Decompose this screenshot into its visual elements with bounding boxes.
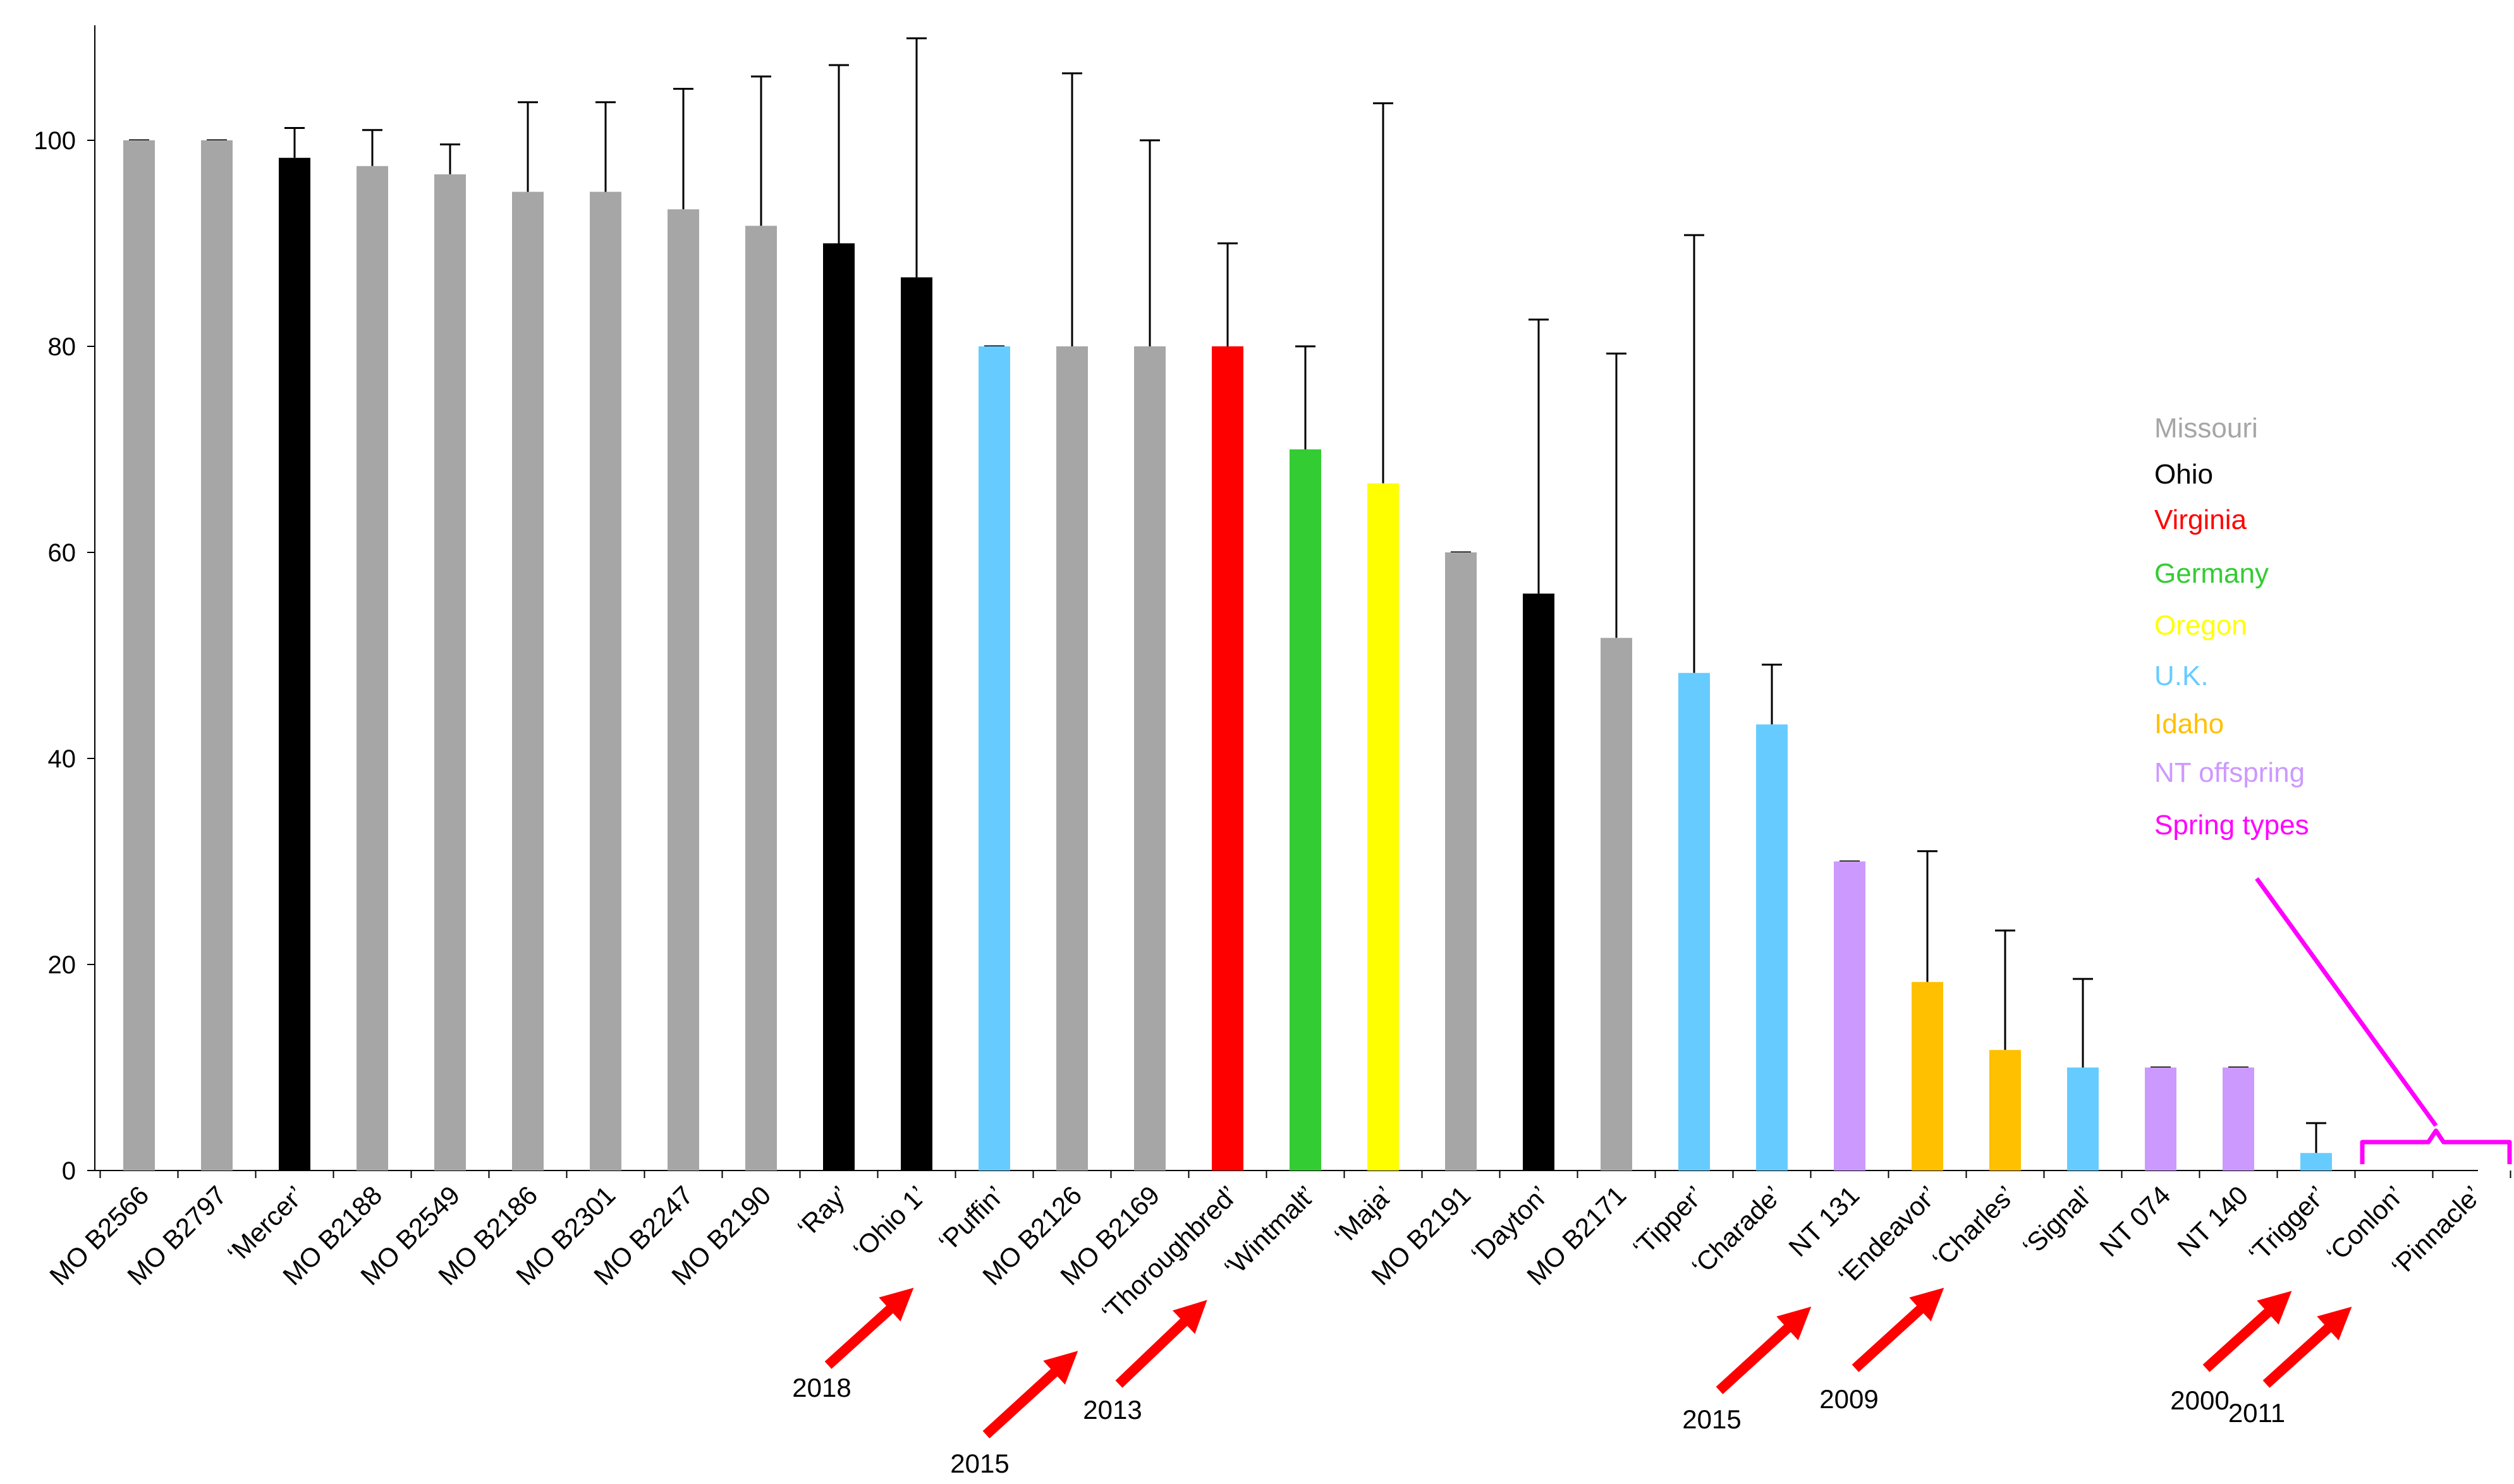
release-arrow	[1716, 1306, 1812, 1394]
release-year-label: 2011	[2228, 1398, 2285, 1428]
bars	[123, 140, 2332, 1171]
release-year-label: 2015	[950, 1449, 1009, 1478]
bar	[2067, 1067, 2099, 1171]
release-arrow	[1115, 1299, 1207, 1388]
bar	[1912, 982, 1943, 1171]
legend-item: Spring types	[2154, 810, 2309, 841]
release-arrow	[824, 1287, 914, 1369]
bar	[201, 140, 233, 1171]
bar	[357, 166, 388, 1171]
legend: Missouri Ohio Virginia Germany Oregon U.K. Ida…	[2154, 413, 2512, 1164]
bar	[823, 243, 855, 1171]
category-label: ‘Thoroughbred’	[1095, 1180, 1243, 1327]
legend-item: Virginia	[2154, 504, 2247, 535]
legend-item: Oregon	[2154, 610, 2247, 641]
y-tick-label: 60	[48, 539, 76, 567]
category-label: ‘Charles’	[1927, 1180, 2021, 1274]
bar	[1834, 861, 1865, 1171]
category-label: ‘Signal’	[2017, 1180, 2098, 1262]
category-label: ‘Ray’	[791, 1180, 854, 1243]
bar	[1756, 724, 1788, 1171]
release-arrow	[982, 1351, 1078, 1438]
bar	[1134, 346, 1166, 1171]
release-year-label: 2009	[1819, 1384, 1878, 1414]
legend-item: Ohio	[2154, 459, 2213, 490]
legend-item: U.K.	[2154, 660, 2209, 691]
release-arrow	[2262, 1306, 2352, 1388]
category-label: ‘Puffin’	[933, 1180, 1010, 1257]
y-tick-label: 20	[48, 951, 76, 979]
spring-types-pointer-line	[2255, 877, 2438, 1128]
axes: 0 20 40 60 80 100	[34, 25, 2511, 1185]
bar	[1212, 346, 1243, 1171]
bar	[1678, 672, 1710, 1171]
bar	[1056, 346, 1088, 1171]
bar	[1367, 483, 1399, 1171]
bar	[2223, 1067, 2254, 1171]
bar	[1290, 449, 1321, 1171]
y-tick-label: 80	[48, 333, 76, 361]
bar	[512, 192, 544, 1171]
category-label: NT 140	[2171, 1180, 2254, 1262]
y-tick-label: 0	[62, 1157, 76, 1185]
bar	[2145, 1067, 2176, 1171]
bar	[1523, 593, 1554, 1171]
y-tick-label: 40	[48, 745, 76, 773]
legend-item: NT offspring	[2154, 757, 2305, 788]
bar	[979, 346, 1010, 1171]
release-year-label: 2013	[1083, 1395, 1142, 1425]
bar	[901, 277, 932, 1171]
category-label: NT 074	[2094, 1180, 2176, 1262]
legend-item: Missouri	[2154, 413, 2258, 444]
release-arrow	[1852, 1287, 1944, 1372]
bar	[279, 157, 310, 1171]
release-year-label: 2018	[792, 1373, 851, 1402]
legend-item: Idaho	[2154, 709, 2224, 739]
bar	[434, 174, 466, 1171]
bar	[2300, 1153, 2332, 1171]
bar	[745, 226, 777, 1171]
bar	[1445, 552, 1477, 1171]
category-label: ‘Ohio 1’	[847, 1180, 932, 1265]
legend-item: Germany	[2154, 558, 2269, 589]
release-year-label: 2000	[2170, 1385, 2229, 1415]
bar	[1601, 638, 1632, 1171]
release-arrow	[2202, 1291, 2292, 1372]
bar	[123, 140, 155, 1171]
bar	[590, 192, 621, 1171]
y-tick-label: 100	[34, 127, 76, 155]
release-year-label: 2015	[1682, 1404, 1741, 1434]
category-label: ‘Maja’	[1329, 1180, 1399, 1250]
category-label: ‘Trigger’	[2243, 1180, 2332, 1269]
spring-types-bracket	[2360, 1128, 2512, 1164]
bar	[1989, 1050, 2021, 1171]
bar	[668, 209, 699, 1171]
